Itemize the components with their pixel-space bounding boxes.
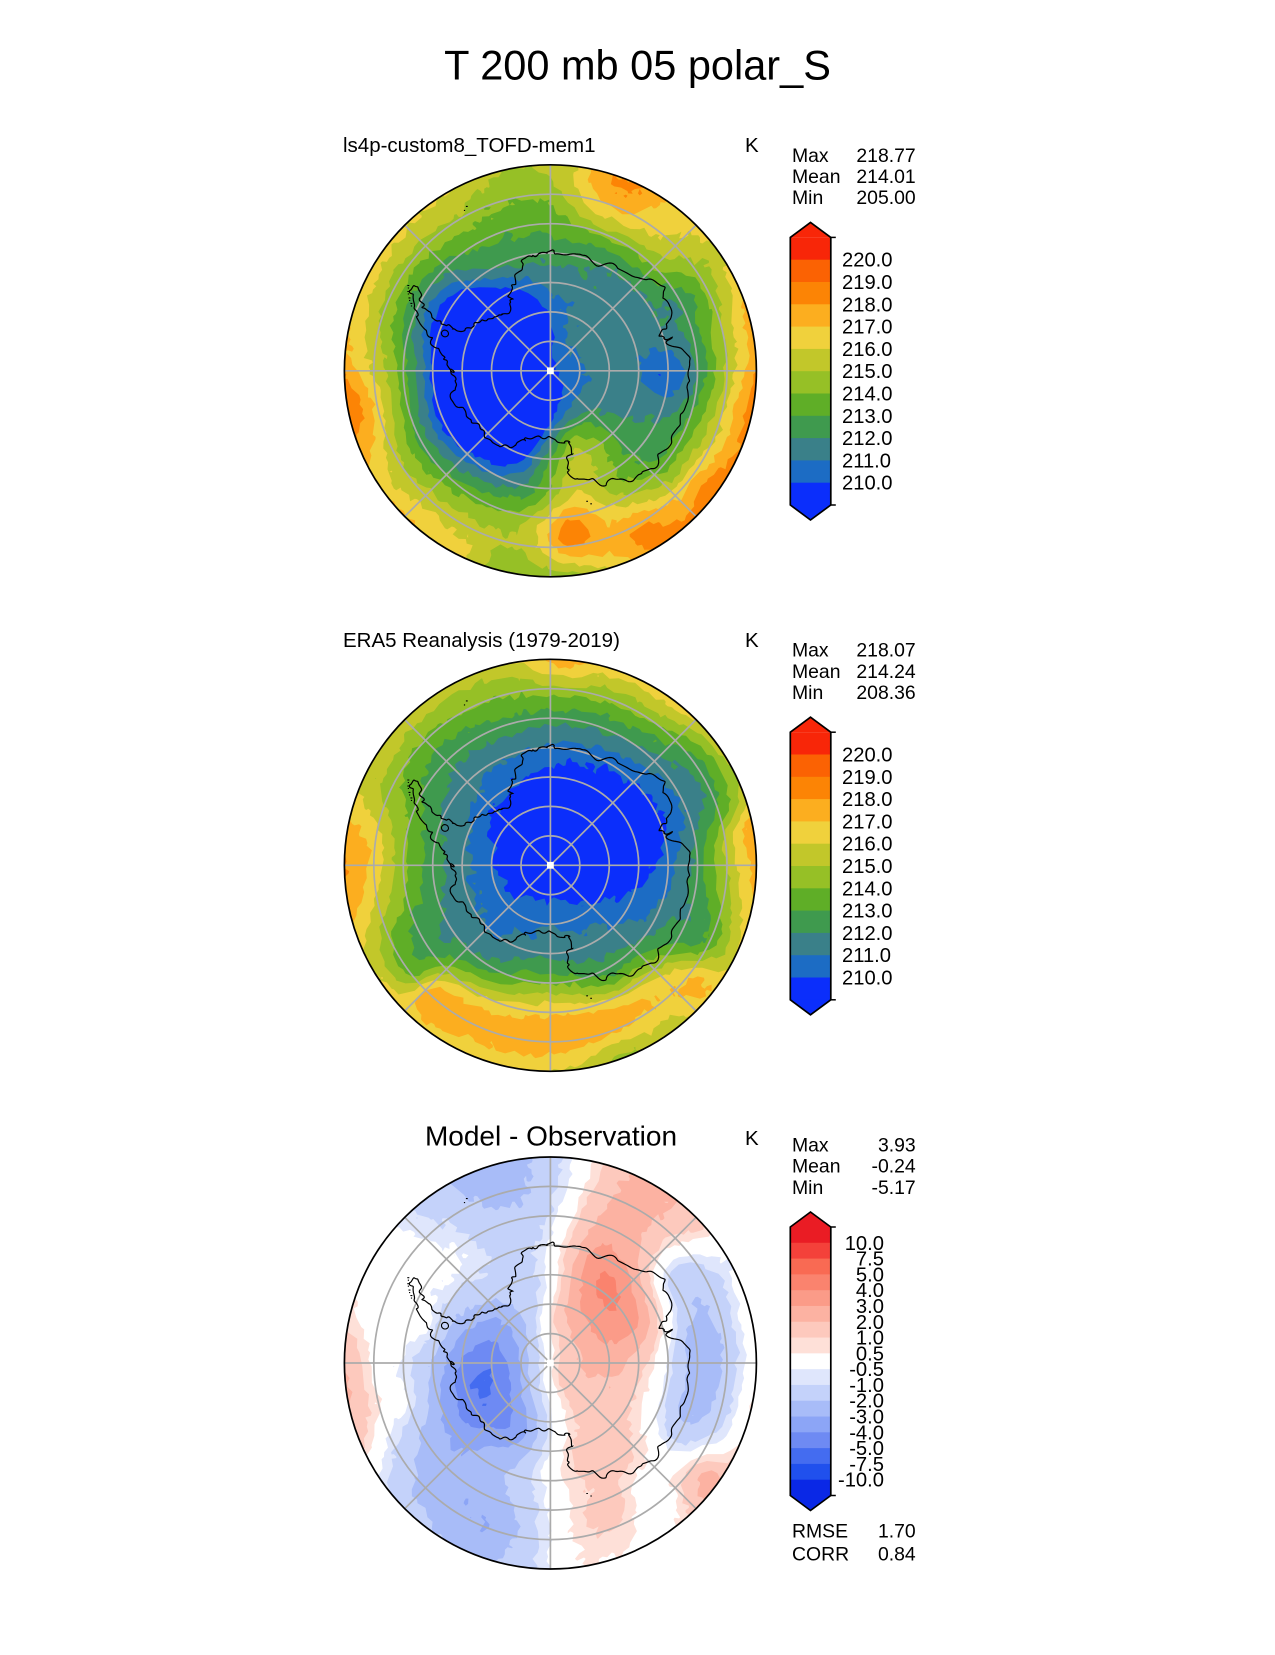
svg-text:210.0: 210.0 <box>842 473 893 495</box>
svg-text:K: K <box>745 1127 759 1150</box>
svg-text:217.0: 217.0 <box>842 317 893 339</box>
svg-text:T 200 mb 05 polar_S: T 200 mb 05 polar_S <box>444 42 831 89</box>
svg-text:217.0: 217.0 <box>842 811 893 833</box>
svg-text:205.00: 205.00 <box>856 187 916 209</box>
svg-text:214.24: 214.24 <box>856 661 916 683</box>
svg-text:Mean: Mean <box>792 661 841 683</box>
svg-text:211.0: 211.0 <box>842 945 891 967</box>
svg-text:5.0: 5.0 <box>856 1264 884 1286</box>
svg-text:212.0: 212.0 <box>842 923 893 945</box>
svg-text:219.0: 219.0 <box>842 767 893 789</box>
svg-text:K: K <box>745 134 759 157</box>
svg-text:220.0: 220.0 <box>842 250 893 272</box>
svg-text:-10.0: -10.0 <box>838 1470 884 1492</box>
svg-text:2.0: 2.0 <box>856 1312 884 1334</box>
svg-text:Max: Max <box>792 640 829 662</box>
svg-text:0.5: 0.5 <box>856 1343 884 1365</box>
svg-text:7.5: 7.5 <box>856 1249 884 1271</box>
svg-text:214.01: 214.01 <box>856 166 915 188</box>
svg-text:ERA5 Reanalysis (1979-2019): ERA5 Reanalysis (1979-2019) <box>343 629 620 652</box>
svg-text:-5.0: -5.0 <box>849 1438 884 1460</box>
svg-text:-3.0: -3.0 <box>849 1407 884 1429</box>
svg-text:CORR: CORR <box>792 1544 849 1566</box>
svg-text:-7.5: -7.5 <box>849 1454 884 1476</box>
svg-text:211.0: 211.0 <box>842 450 891 472</box>
svg-text:Min: Min <box>792 187 823 209</box>
svg-text:213.0: 213.0 <box>842 406 893 428</box>
svg-text:10.0: 10.0 <box>845 1233 884 1255</box>
svg-text:215.0: 215.0 <box>842 361 893 383</box>
svg-text:210.0: 210.0 <box>842 968 893 990</box>
svg-text:-0.24: -0.24 <box>871 1156 915 1178</box>
svg-text:ls4p-custom8_TOFD-mem1: ls4p-custom8_TOFD-mem1 <box>343 134 596 157</box>
svg-text:208.36: 208.36 <box>856 682 915 704</box>
svg-text:-4.0: -4.0 <box>849 1422 884 1444</box>
svg-text:Mean: Mean <box>792 166 841 188</box>
svg-text:Max: Max <box>792 145 829 167</box>
svg-text:219.0: 219.0 <box>842 272 893 294</box>
svg-text:3.0: 3.0 <box>856 1296 884 1318</box>
svg-text:1.0: 1.0 <box>856 1328 884 1350</box>
svg-text:213.0: 213.0 <box>842 901 893 923</box>
svg-text:RMSE: RMSE <box>792 1520 848 1542</box>
svg-text:220.0: 220.0 <box>842 745 893 767</box>
svg-text:3.93: 3.93 <box>878 1134 916 1156</box>
svg-text:1.70: 1.70 <box>878 1520 916 1542</box>
svg-text:218.77: 218.77 <box>856 145 915 167</box>
svg-text:-0.5: -0.5 <box>849 1359 884 1381</box>
svg-text:218.0: 218.0 <box>842 789 893 811</box>
svg-text:214.0: 214.0 <box>842 384 893 406</box>
svg-text:214.0: 214.0 <box>842 878 893 900</box>
svg-text:-2.0: -2.0 <box>849 1391 884 1413</box>
svg-text:-5.17: -5.17 <box>871 1177 915 1199</box>
svg-text:-1.0: -1.0 <box>849 1375 884 1397</box>
svg-text:216.0: 216.0 <box>842 834 893 856</box>
svg-text:218.0: 218.0 <box>842 294 893 316</box>
svg-text:Max: Max <box>792 1134 829 1156</box>
svg-text:212.0: 212.0 <box>842 428 893 450</box>
svg-text:215.0: 215.0 <box>842 856 893 878</box>
svg-text:218.07: 218.07 <box>856 640 915 662</box>
svg-text:0.84: 0.84 <box>878 1544 916 1566</box>
svg-text:K: K <box>745 629 759 652</box>
svg-text:Model - Observation: Model - Observation <box>425 1121 677 1152</box>
svg-text:216.0: 216.0 <box>842 339 893 361</box>
svg-text:4.0: 4.0 <box>856 1280 884 1302</box>
svg-text:Mean: Mean <box>792 1156 841 1178</box>
svg-text:Min: Min <box>792 682 823 704</box>
svg-text:Min: Min <box>792 1177 823 1199</box>
